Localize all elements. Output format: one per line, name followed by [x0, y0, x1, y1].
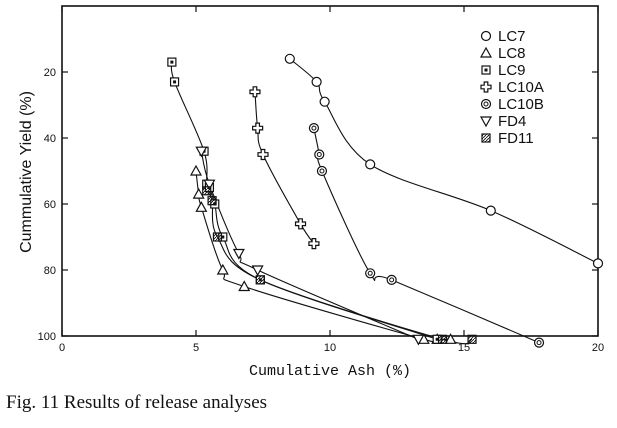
point-lc10a	[294, 218, 307, 230]
point-lc10b	[308, 123, 320, 134]
curve-fd11	[206, 190, 473, 345]
point-lc10b	[386, 274, 397, 285]
y-tick-label: 80	[44, 265, 56, 277]
legend-marker	[479, 116, 493, 128]
point-lc10b	[316, 165, 328, 177]
point-fd11	[207, 196, 217, 206]
y-axis-title: Cummulative Yield (%)	[18, 91, 35, 253]
point-lc8	[192, 187, 205, 199]
legend-label: FD11	[498, 130, 534, 147]
point-lc8	[444, 333, 457, 344]
point-fd11	[202, 186, 212, 196]
point-lc10a	[257, 148, 269, 161]
point-lc7	[284, 53, 295, 64]
series-lc10b	[308, 123, 545, 348]
y-tick-label: 20	[44, 67, 56, 79]
point-lc7	[311, 76, 322, 88]
x-axis-title: Cumulative Ash (%)	[249, 363, 411, 380]
legend-label: LC8	[498, 45, 526, 62]
point-fd11	[255, 275, 265, 285]
series-lc8	[189, 164, 457, 344]
tick-labels: 0 5 10 15 20 20 40 60 80 100	[38, 67, 604, 354]
x-tick-label: 0	[59, 342, 65, 354]
legend-item-lc10a: LC10A	[480, 79, 544, 96]
point-lc8	[189, 164, 203, 176]
legend-marker	[480, 30, 492, 42]
point-fd4	[195, 146, 208, 158]
point-lc7	[365, 159, 376, 170]
point-lc7	[592, 258, 604, 269]
point-fd4	[412, 334, 425, 346]
legend-marker	[480, 81, 492, 93]
y-tick-label: 100	[38, 331, 56, 343]
legend-item-fd11: FD11	[481, 130, 534, 147]
legend-item-lc9: LC9	[481, 62, 526, 79]
point-lc10a	[252, 122, 264, 134]
point-lc10b	[314, 149, 325, 160]
point-lc7	[485, 205, 496, 216]
x-tick-label: 10	[324, 342, 336, 354]
point-lc10a	[249, 86, 261, 98]
point-lc9	[169, 77, 180, 87]
point-lc8	[238, 280, 251, 292]
legend-label: FD4	[498, 113, 526, 130]
legend-item-lc7: LC7	[480, 28, 526, 45]
point-fd11	[467, 334, 477, 344]
point-fd11	[437, 334, 448, 344]
point-fd4	[251, 265, 264, 277]
point-fd4	[232, 248, 245, 260]
point-lc8	[216, 263, 229, 275]
legend-marker	[480, 98, 492, 110]
x-tick-label: 20	[592, 342, 604, 354]
curve-lc8	[195, 170, 451, 344]
y-tick-label: 40	[44, 133, 56, 145]
legend-marker	[481, 65, 491, 75]
point-lc9	[167, 57, 177, 67]
legend-label: LC7	[498, 28, 526, 45]
y-tick-label: 60	[44, 199, 56, 211]
series-lc10a	[249, 86, 320, 250]
legend-item-fd4: FD4	[479, 113, 526, 130]
legend-item-lc8: LC8	[479, 45, 526, 62]
x-tick-label: 15	[458, 342, 470, 354]
point-lc10a	[308, 238, 320, 250]
legend-label: LC10B	[498, 96, 544, 113]
legend-marker	[479, 46, 493, 58]
data-points	[167, 53, 604, 348]
legend-label: LC9	[498, 62, 526, 79]
curve-fd4	[200, 151, 419, 340]
point-lc10b	[365, 268, 376, 279]
curve-lc7	[289, 58, 599, 264]
point-lc7	[319, 96, 330, 107]
ticks	[61, 6, 599, 337]
legend-marker	[481, 133, 491, 143]
series-fd11	[202, 186, 477, 344]
legend-label: LC10A	[498, 79, 544, 96]
curve-lc10a	[254, 91, 315, 244]
point-lc10b	[533, 337, 545, 348]
series-lc7	[284, 53, 604, 269]
x-tick-label: 5	[193, 342, 199, 354]
point-fd11	[212, 232, 223, 242]
point-lc8	[195, 201, 208, 212]
series-fd4	[195, 146, 425, 346]
legend-item-lc10b: LC10B	[480, 96, 544, 113]
point-fd4	[203, 179, 216, 191]
figure-caption: Fig. 11 Results of release analyses	[6, 392, 268, 413]
